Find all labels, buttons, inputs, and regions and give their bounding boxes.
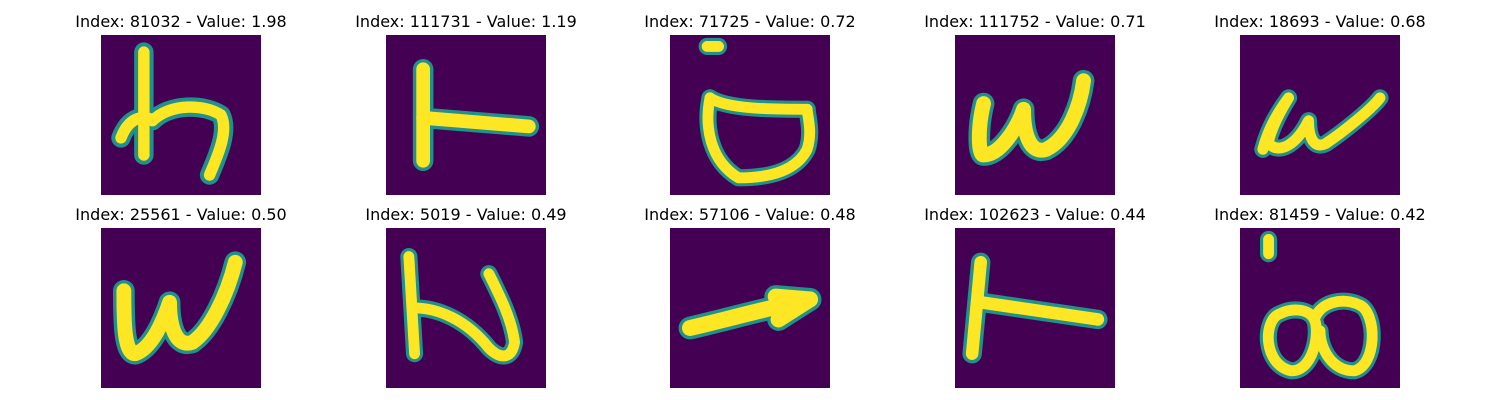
digit-image: [955, 228, 1115, 388]
digit-image: [101, 35, 261, 195]
panel-title: Index: 81459 - Value: 0.42: [1214, 205, 1426, 224]
panel-title: Index: 25561 - Value: 0.50: [75, 205, 287, 224]
digit-image: [1240, 228, 1400, 388]
digit-image: [670, 228, 830, 388]
panel-title: Index: 71725 - Value: 0.72: [644, 12, 856, 31]
digit-image: [670, 35, 830, 195]
digit-image: [101, 228, 261, 388]
digit-image: [386, 35, 546, 195]
panel-title: Index: 18693 - Value: 0.68: [1214, 12, 1426, 31]
panel-title: Index: 5019 - Value: 0.49: [365, 205, 567, 224]
panel-title: Index: 57106 - Value: 0.48: [644, 205, 856, 224]
panel-title: Index: 111731 - Value: 1.19: [355, 12, 577, 31]
digit-image: [386, 228, 546, 388]
digit-image: [955, 35, 1115, 195]
digit-image: [1240, 35, 1400, 195]
panel-title: Index: 102623 - Value: 0.44: [924, 205, 1146, 224]
panel-title: Index: 111752 - Value: 0.71: [924, 12, 1146, 31]
panel-title: Index: 81032 - Value: 1.98: [75, 12, 287, 31]
